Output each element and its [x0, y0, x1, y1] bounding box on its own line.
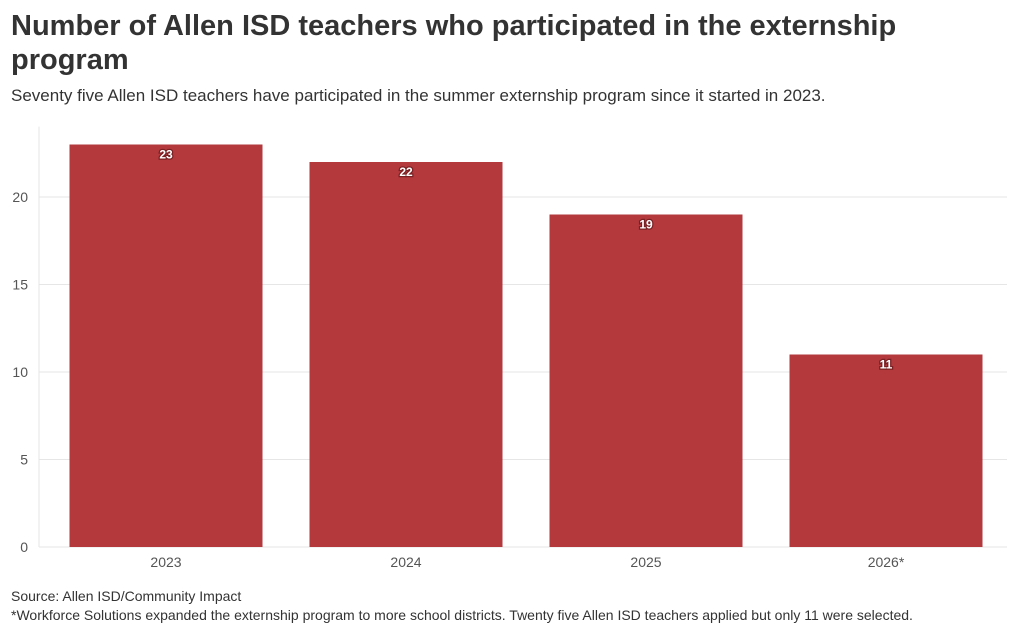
bar-value-label: 22	[399, 165, 413, 179]
chart-title: Number of Allen ISD teachers who partici…	[11, 10, 897, 76]
source-note: Source: Allen ISD/Community Impact	[11, 588, 242, 604]
y-tick-label: 15	[12, 277, 28, 293]
x-tick-label: 2026*	[868, 554, 905, 570]
x-tick-label: 2024	[390, 554, 421, 570]
bar	[69, 144, 263, 547]
y-tick-label: 5	[20, 452, 28, 468]
bar-value-label: 11	[880, 358, 893, 372]
y-tick-label: 0	[20, 539, 28, 555]
bar-value-label: 19	[639, 218, 653, 232]
bar	[549, 214, 743, 547]
chart-subtitle: Seventy five Allen ISD teachers have par…	[11, 86, 826, 105]
x-tick-label: 2023	[150, 554, 181, 570]
y-axis-ticks: 0 5 10 15 20	[12, 189, 28, 555]
bar-value-label: 23	[159, 148, 173, 162]
data-labels: 23 22 19 11	[158, 146, 894, 373]
footnote: *Workforce Solutions expanded the extern…	[11, 607, 913, 623]
bar	[309, 162, 503, 547]
x-axis-ticks: 2023 2024 2025 2026*	[150, 554, 904, 570]
x-tick-label: 2025	[630, 554, 661, 570]
bars	[69, 144, 983, 547]
y-tick-label: 10	[12, 364, 28, 380]
y-tick-label: 20	[12, 189, 28, 205]
bar-chart: 0 5 10 15 20 2023 2024 2025 2026* 23 22 19 11	[12, 126, 1007, 570]
bar	[789, 354, 983, 547]
